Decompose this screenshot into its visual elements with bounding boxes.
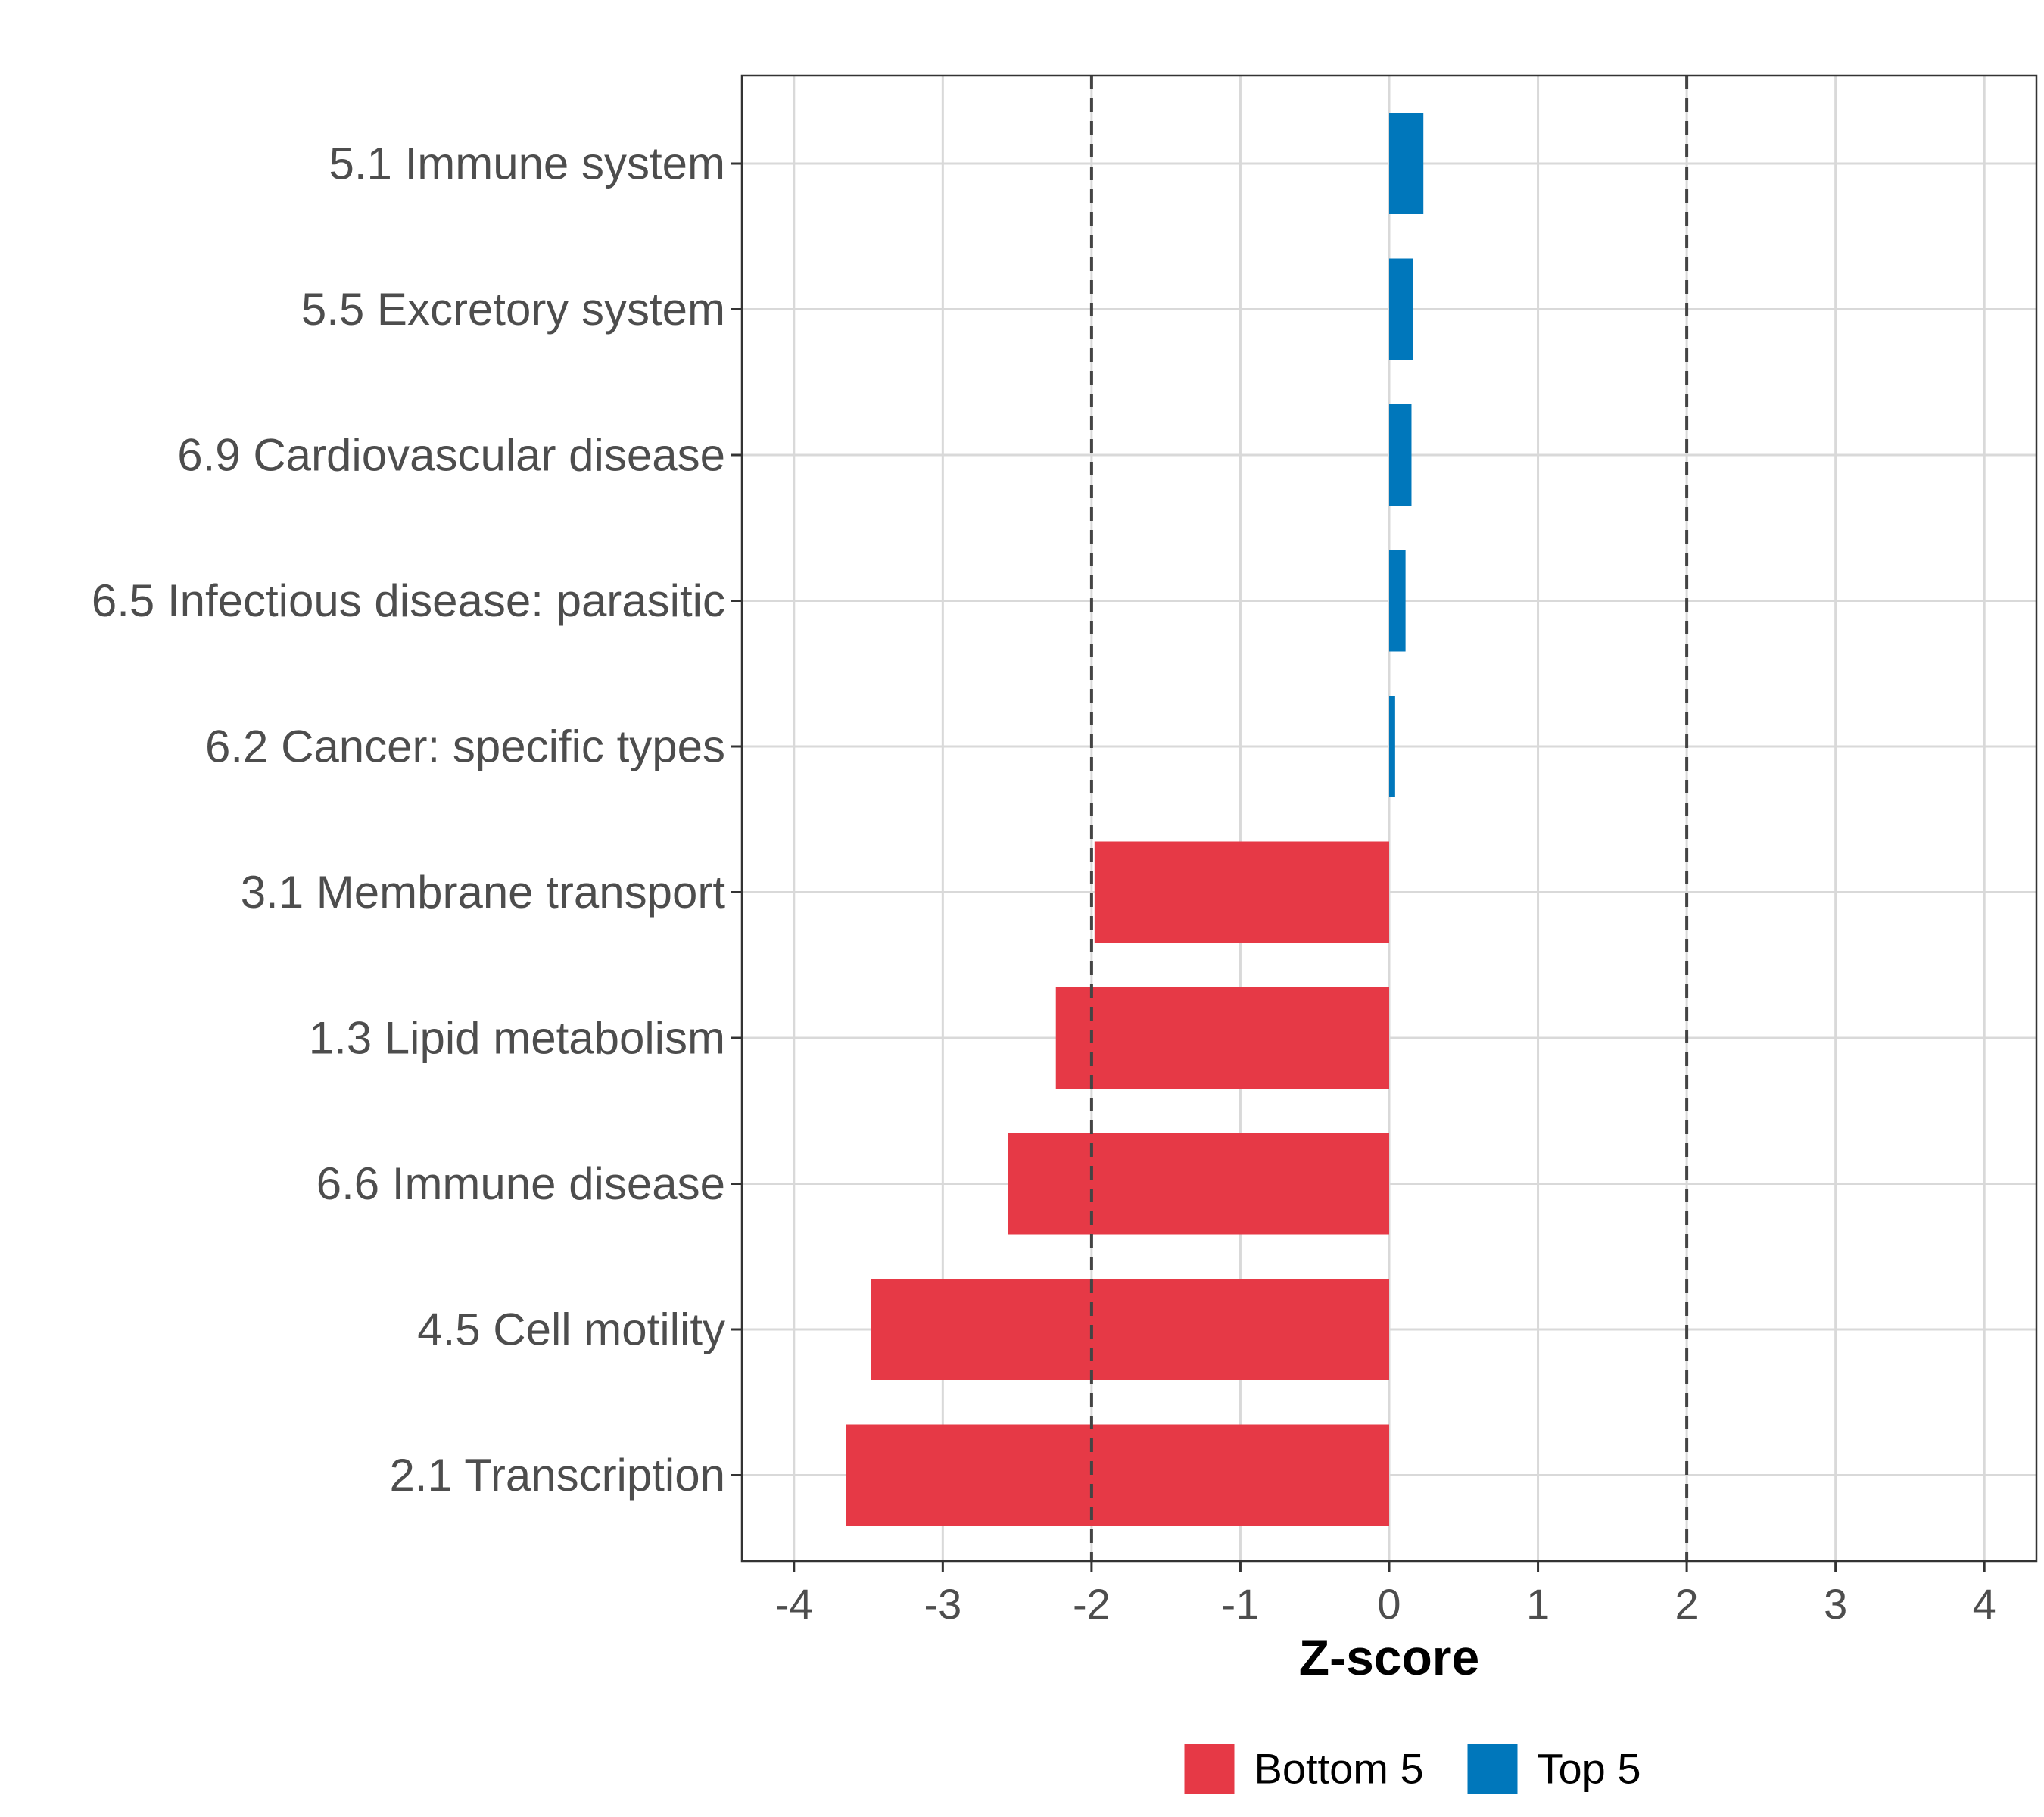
x-tick-label: 2	[1675, 1580, 1699, 1628]
bar	[1389, 113, 1424, 214]
legend-label: Bottom 5	[1254, 1745, 1424, 1793]
category-label: 6.2 Cancer: specific types	[205, 722, 725, 772]
bar	[1094, 841, 1389, 943]
category-label: 6.6 Immune disease	[316, 1158, 725, 1209]
legend: Bottom 5 Top 5	[1184, 1744, 1641, 1794]
x-tick-label: -4	[775, 1580, 813, 1628]
legend-label: Top 5	[1538, 1745, 1641, 1793]
x-tick-label: 0	[1377, 1580, 1401, 1628]
bar	[1389, 258, 1413, 360]
category-label: 3.1 Membrane transport	[241, 867, 726, 918]
category-label: 6.5 Infectious disease: parasitic	[92, 575, 725, 626]
x-tick-label: 4	[1973, 1580, 1996, 1628]
reference-lines	[1089, 76, 1689, 1561]
x-tick-label: 3	[1824, 1580, 1847, 1628]
category-label: 4.5 Cell motility	[417, 1304, 725, 1355]
x-tick-label: -2	[1073, 1580, 1111, 1628]
bar	[1389, 696, 1395, 797]
x-tick-label: -3	[924, 1580, 961, 1628]
category-label: 6.9 Cardiovascular disease	[177, 430, 725, 481]
x-axis: -4 -3 -2 -1 0 1 2 3 4	[775, 1561, 1996, 1628]
bar	[1389, 550, 1406, 652]
bar	[1008, 1133, 1389, 1235]
x-axis-title: Z-score	[1299, 1629, 1479, 1685]
bar	[846, 1424, 1389, 1526]
x-tick-label: -1	[1222, 1580, 1260, 1628]
legend-key	[1467, 1744, 1518, 1794]
legend-key	[1184, 1744, 1235, 1794]
bar	[871, 1279, 1389, 1380]
category-label: 5.5 Excretory system	[301, 284, 725, 335]
bar	[1055, 987, 1389, 1089]
category-label: 5.1 Immune system	[329, 139, 725, 189]
bar	[1389, 404, 1412, 506]
category-label: 1.3 Lipid metabolism	[309, 1013, 725, 1064]
bars	[846, 113, 1424, 1526]
y-axis: 5.1 Immune system 5.5 Excretory system 6.9…	[92, 139, 742, 1501]
category-label: 2.1 Transcription	[389, 1450, 725, 1501]
x-tick-label: 1	[1526, 1580, 1550, 1628]
